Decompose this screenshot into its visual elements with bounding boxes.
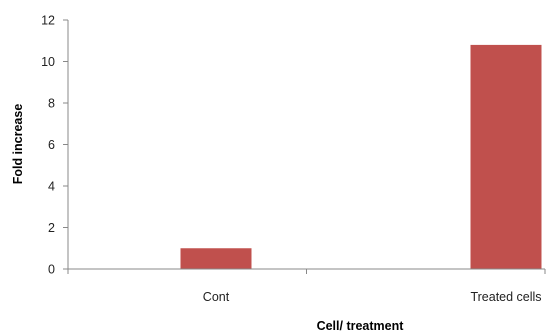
y-tick-label: 4 [48,180,55,194]
bars [180,44,542,270]
y-axis-ticks: 0 2 4 6 8 10 12 [41,14,546,277]
bar-treated-cells [470,44,542,270]
bar-cont [180,248,252,269]
x-tick-label: Treated cells [470,290,541,304]
y-tick-label: 6 [48,138,55,152]
y-axis-title: Fold increase [11,104,25,185]
y-tick-label: 2 [48,221,55,235]
x-axis-tick-labels: Cont Treated cells [203,290,542,304]
y-tick-label: 10 [41,55,55,69]
y-tick-label: 12 [41,14,55,28]
x-axis-title: Cell/ treatment [317,319,405,333]
x-tick-label: Cont [203,290,230,304]
y-tick-label: 0 [48,263,55,277]
y-tick-label: 8 [48,97,55,111]
